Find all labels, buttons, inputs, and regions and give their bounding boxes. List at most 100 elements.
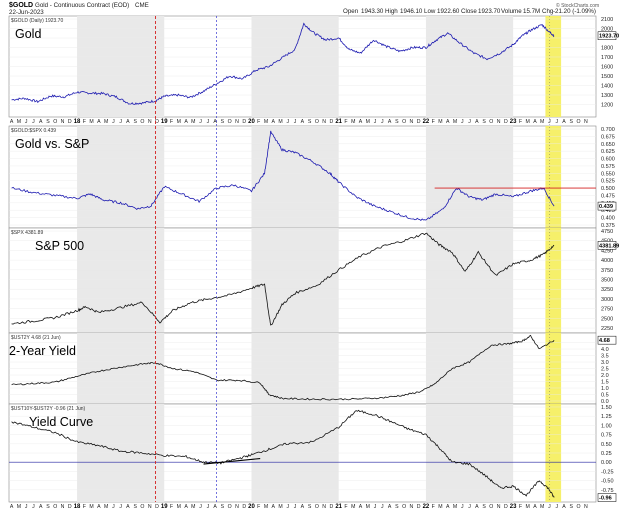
month-label: F bbox=[432, 504, 435, 510]
month-label: O bbox=[577, 504, 581, 510]
month-label: J bbox=[381, 119, 384, 125]
y-tick-label: 0.400 bbox=[601, 216, 615, 222]
month-label: M bbox=[526, 504, 530, 510]
month-label: O bbox=[577, 119, 581, 125]
month-label: J bbox=[119, 119, 122, 125]
month-label: N bbox=[235, 119, 239, 125]
month-label: M bbox=[104, 504, 108, 510]
y-tick-label: 0.525 bbox=[601, 179, 615, 185]
month-label: N bbox=[584, 504, 588, 510]
header-volume-label: Volume bbox=[501, 8, 522, 15]
month-label: M bbox=[438, 504, 442, 510]
y-tick-label: 1.25 bbox=[601, 414, 612, 420]
month-label: F bbox=[83, 504, 86, 510]
month-label: 21 bbox=[335, 119, 342, 125]
month-label: J bbox=[294, 504, 297, 510]
month-label: O bbox=[228, 504, 232, 510]
last-value-label: -0.96 bbox=[599, 496, 612, 502]
month-label: M bbox=[177, 504, 181, 510]
last-value-label: 0.439 bbox=[599, 204, 613, 210]
month-label: J bbox=[461, 504, 464, 510]
y-tick-label: 0.575 bbox=[601, 164, 615, 170]
panel-title: 2-Year Yield bbox=[9, 344, 76, 358]
month-label: J bbox=[32, 119, 35, 125]
month-label: O bbox=[402, 504, 406, 510]
y-tick-label: 0.75 bbox=[601, 433, 612, 439]
month-label: J bbox=[112, 119, 115, 125]
panel-2: 2250250027503000325035003750400042504500… bbox=[8, 227, 619, 334]
month-label: M bbox=[540, 504, 544, 510]
y-tick-label: 0.625 bbox=[601, 149, 615, 155]
year-shade bbox=[251, 228, 339, 333]
month-label: A bbox=[126, 119, 130, 125]
month-label: M bbox=[264, 119, 268, 125]
highlight-band bbox=[545, 126, 562, 228]
y-tick-label: 0.5 bbox=[601, 393, 609, 399]
month-label: N bbox=[410, 119, 414, 125]
header-open-label: Open bbox=[343, 8, 359, 15]
month-label: A bbox=[562, 119, 566, 125]
month-label: O bbox=[489, 119, 493, 125]
month-label: A bbox=[388, 119, 392, 125]
month-label: M bbox=[17, 504, 21, 510]
last-value-box bbox=[597, 493, 617, 502]
month-label: F bbox=[344, 119, 347, 125]
month-label: N bbox=[410, 504, 414, 510]
y-tick-label: 3.5 bbox=[601, 354, 609, 360]
panel-legend: $UST10Y-$UST2Y -0.96 (21 Jun) bbox=[11, 406, 86, 412]
y-tick-label: 2500 bbox=[601, 316, 613, 322]
panel-title: S&P 500 bbox=[35, 239, 84, 253]
month-label: D bbox=[417, 119, 421, 125]
header-close: 1923.70 bbox=[478, 8, 501, 15]
month-label: A bbox=[39, 119, 43, 125]
month-label: M bbox=[278, 504, 282, 510]
month-label: N bbox=[497, 504, 501, 510]
month-label: A bbox=[359, 504, 363, 510]
month-label: M bbox=[264, 504, 268, 510]
y-tick-label: 0.650 bbox=[601, 142, 615, 148]
header-chg: -21.20 (-1.09%) bbox=[553, 8, 596, 15]
month-label: 20 bbox=[248, 119, 255, 125]
month-label: J bbox=[381, 504, 384, 510]
month-label: A bbox=[446, 119, 450, 125]
y-tick-label: 1.5 bbox=[601, 380, 609, 386]
month-label: M bbox=[351, 504, 355, 510]
month-label: S bbox=[482, 119, 486, 125]
month-label: S bbox=[395, 119, 399, 125]
month-label: D bbox=[155, 119, 159, 125]
month-label: A bbox=[359, 119, 363, 125]
header-low: 1922.60 bbox=[437, 8, 460, 15]
month-label: M bbox=[453, 119, 457, 125]
month-label: M bbox=[351, 119, 355, 125]
month-label: A bbox=[446, 504, 450, 510]
last-value-label: 1923.70 bbox=[599, 34, 619, 40]
month-label: A bbox=[562, 504, 566, 510]
month-label: 23 bbox=[510, 119, 517, 125]
month-label: S bbox=[570, 504, 574, 510]
month-label: D bbox=[504, 504, 508, 510]
month-label: S bbox=[570, 119, 574, 125]
month-label: A bbox=[97, 504, 101, 510]
month-label: J bbox=[555, 119, 558, 125]
month-label: N bbox=[61, 119, 65, 125]
series-line bbox=[11, 130, 555, 221]
y-tick-label: 3000 bbox=[601, 297, 613, 303]
year-shade bbox=[425, 228, 514, 333]
month-label: 22 bbox=[423, 504, 430, 510]
month-label: S bbox=[133, 119, 137, 125]
highlight-band bbox=[545, 228, 562, 333]
y-tick-label: 1300 bbox=[601, 93, 613, 99]
y-tick-label: 1500 bbox=[601, 74, 613, 80]
month-label: S bbox=[482, 504, 486, 510]
panel-legend: $GOLD:$SPX 0.439 bbox=[11, 128, 56, 134]
month-label: J bbox=[468, 119, 471, 125]
month-label: M bbox=[366, 119, 370, 125]
month-label: A bbox=[184, 119, 188, 125]
y-tick-label: 4000 bbox=[601, 258, 613, 264]
header-date: 22-Jun-2023 bbox=[9, 9, 44, 16]
month-label: A bbox=[301, 119, 305, 125]
month-label: O bbox=[228, 119, 232, 125]
y-tick-label: 0.375 bbox=[601, 223, 615, 229]
month-label: D bbox=[504, 119, 508, 125]
month-label: M bbox=[191, 119, 195, 125]
